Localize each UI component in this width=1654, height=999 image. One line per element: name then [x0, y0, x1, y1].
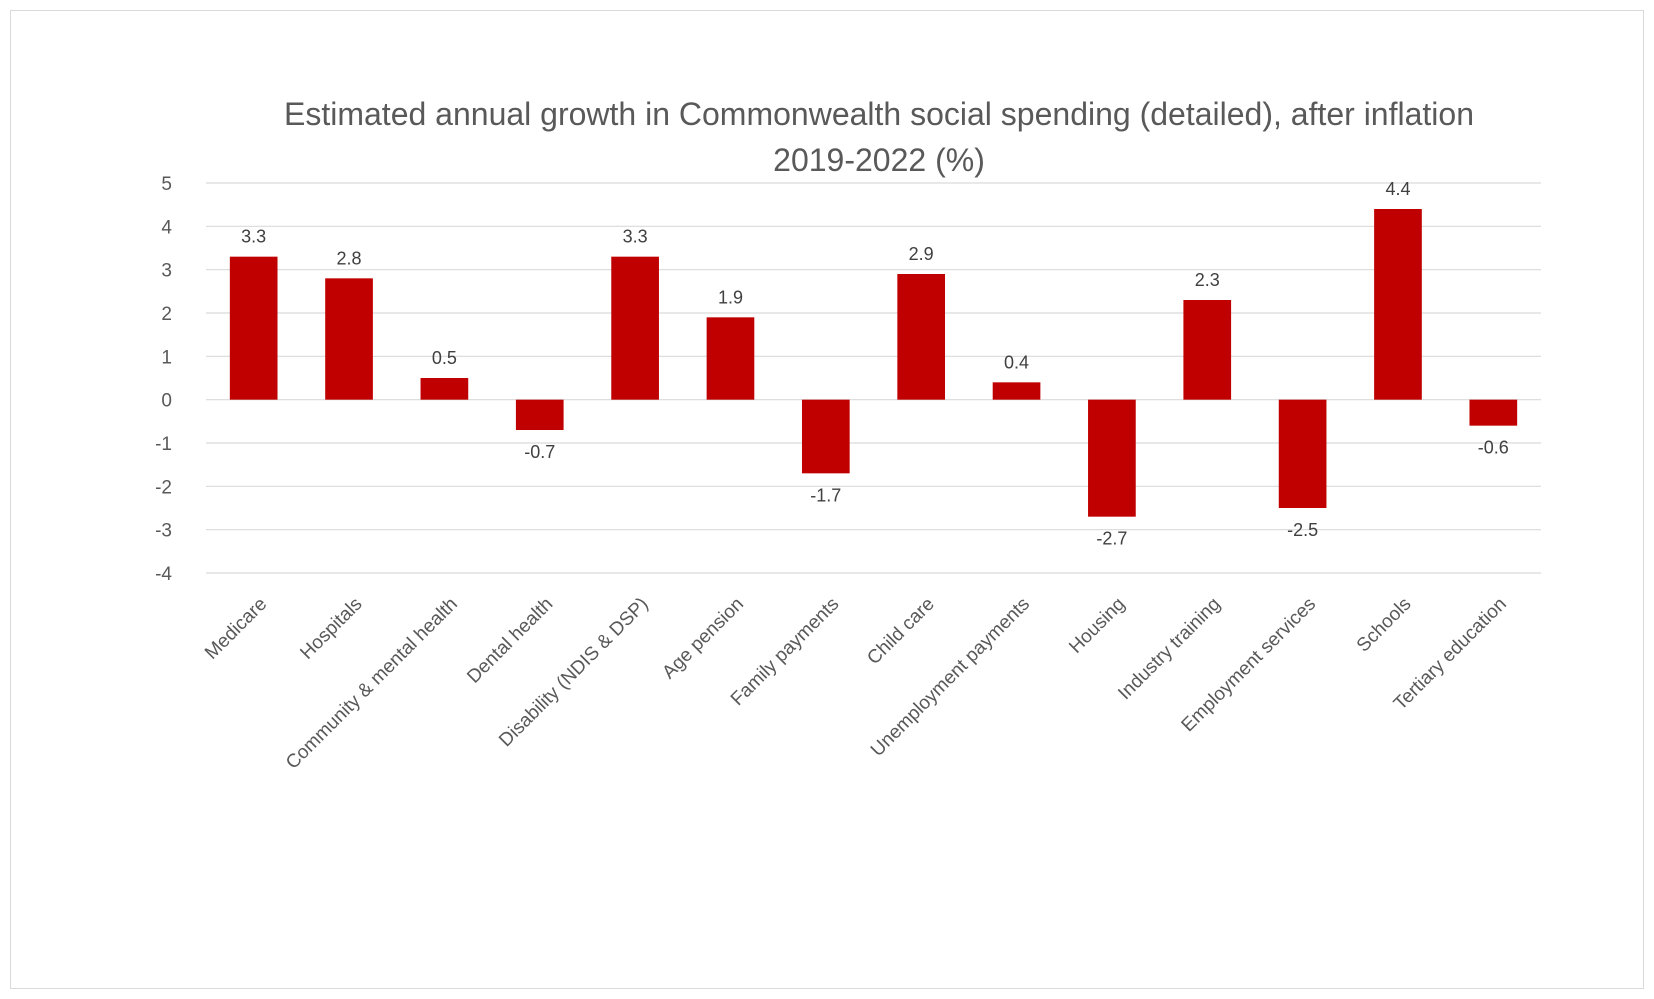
- bars: [229, 209, 1518, 517]
- bar: [1278, 399, 1327, 508]
- bar-chart: Estimated annual growth in Commonwealth …: [155, 96, 1541, 774]
- y-tick-label: -4: [155, 564, 172, 585]
- category-label: Schools: [1353, 594, 1416, 657]
- data-label: -0.7: [524, 442, 555, 462]
- y-tick-label: -2: [155, 477, 172, 498]
- y-tick-label: 0: [161, 391, 172, 412]
- data-label: 0.5: [432, 348, 457, 368]
- category-label: Community & mental health: [282, 594, 462, 774]
- chart-title: Estimated annual growth in Commonwealth …: [284, 96, 1474, 132]
- data-label: 1.9: [718, 287, 743, 307]
- bar: [420, 378, 469, 400]
- bar: [801, 399, 850, 474]
- y-tick-label: 2: [161, 304, 172, 325]
- data-label: -0.6: [1478, 438, 1509, 458]
- y-tick-label: -3: [155, 521, 172, 542]
- y-tick-label: -1: [155, 434, 172, 455]
- category-label: Industry training: [1114, 594, 1224, 704]
- category-label: Housing: [1065, 594, 1129, 658]
- chart-frame: Estimated annual growth in Commonwealth …: [10, 10, 1644, 989]
- bar: [992, 382, 1041, 400]
- category-label: Child care: [863, 594, 938, 669]
- data-label: 0.4: [1004, 352, 1029, 372]
- bar: [515, 399, 564, 430]
- category-label: Age pension: [658, 594, 748, 684]
- y-axis-tick-labels: 5 4 3 2 1 0 -1 -2 -3 -4: [155, 174, 172, 585]
- gridlines: [206, 182, 1541, 574]
- data-label: 2.3: [1195, 270, 1220, 290]
- bar: [897, 274, 946, 400]
- chart-subtitle: 2019-2022 (%): [773, 142, 985, 178]
- y-tick-label: 3: [161, 261, 172, 282]
- bar: [706, 317, 755, 400]
- bar: [1088, 399, 1136, 517]
- y-tick-label: 4: [161, 217, 172, 238]
- data-label: 2.9: [909, 244, 934, 264]
- data-label: -2.5: [1287, 520, 1318, 540]
- bar: [1469, 399, 1518, 426]
- category-label: Dental health: [463, 594, 557, 688]
- data-labels: 3.3 2.8 0.5 -0.7 3.3 1.9 -1.7 2.9 0.4 -2.7 2.3 -2.5…: [241, 179, 1509, 549]
- category-label: Unemployment payments: [867, 594, 1034, 761]
- data-label: 3.3: [623, 227, 648, 247]
- data-label: -1.7: [810, 485, 841, 505]
- data-label: -2.7: [1096, 529, 1127, 549]
- bar: [325, 278, 373, 400]
- bar: [1183, 300, 1232, 400]
- bar: [229, 256, 278, 400]
- category-label: Medicare: [201, 594, 271, 664]
- category-label: Hospitals: [296, 594, 366, 664]
- data-label: 3.3: [241, 227, 266, 247]
- y-tick-label: 5: [161, 174, 172, 195]
- bar: [1374, 209, 1422, 400]
- data-label: 4.4: [1385, 179, 1410, 199]
- y-tick-label: 1: [161, 347, 172, 368]
- bar: [611, 256, 659, 400]
- data-label: 2.8: [337, 248, 362, 268]
